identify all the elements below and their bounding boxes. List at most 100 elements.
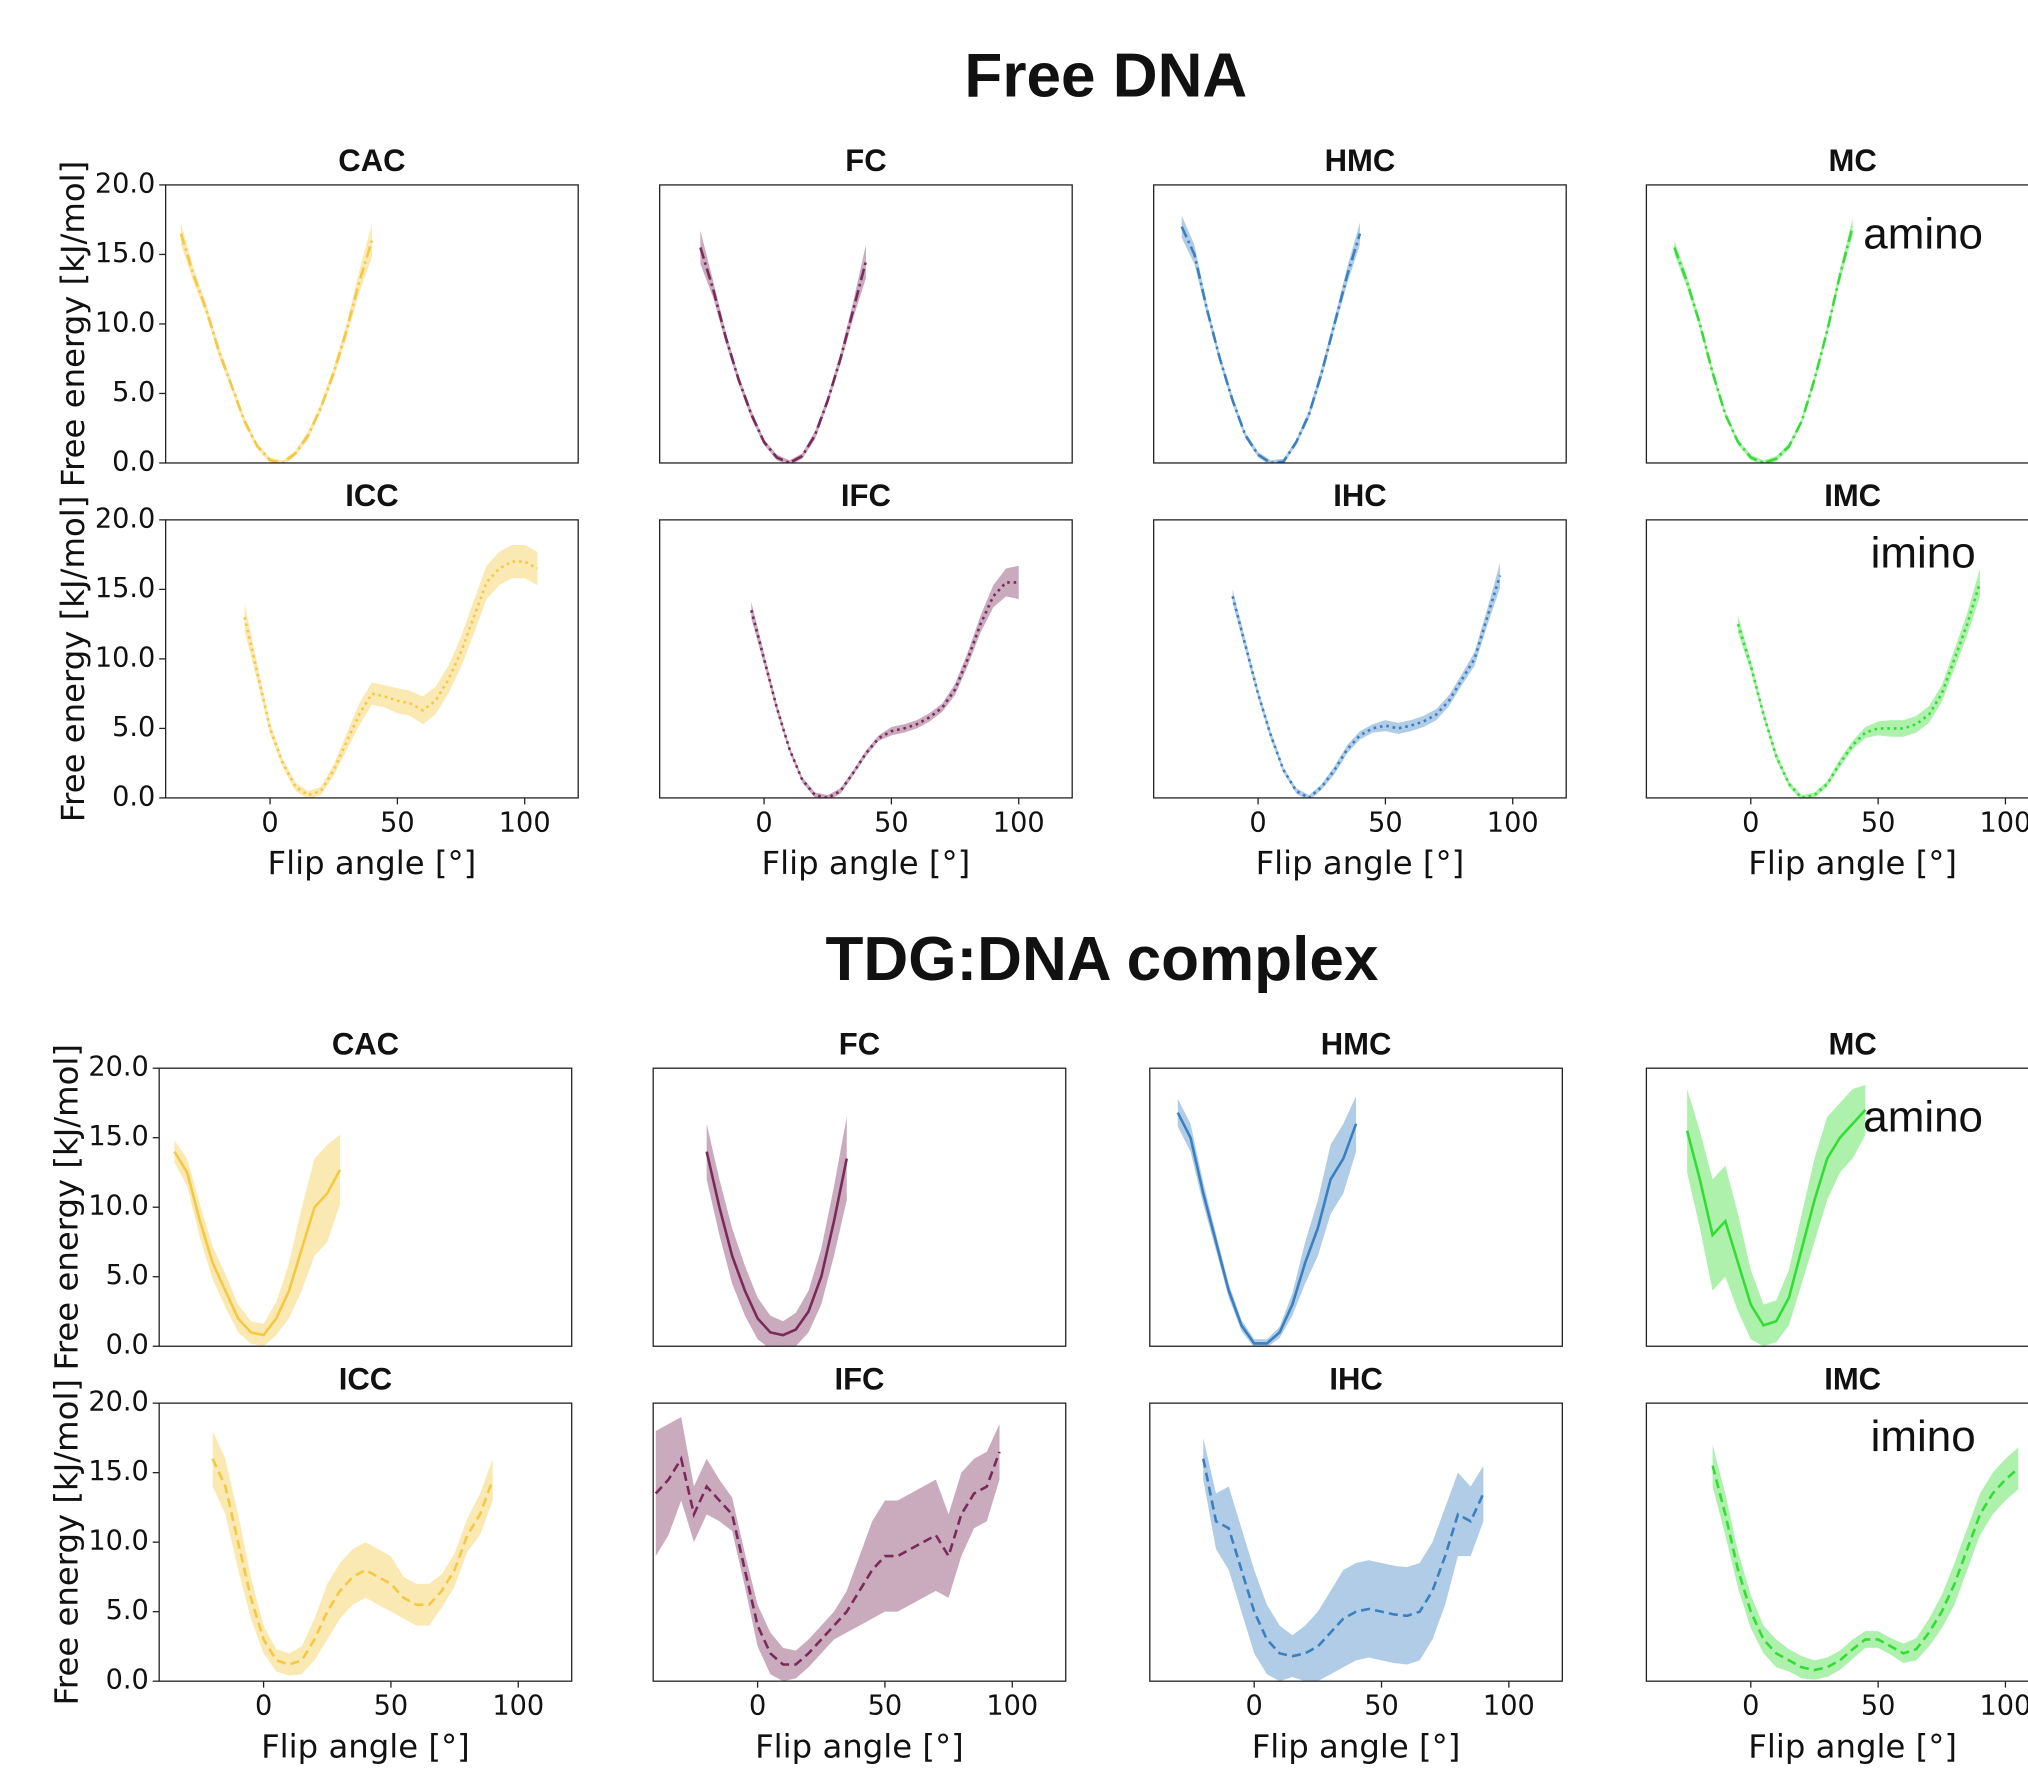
line	[654, 1451, 1001, 1666]
line	[750, 581, 1019, 798]
y-tick-label: 10.0	[88, 1526, 148, 1557]
chart-title: IHC	[1333, 478, 1386, 513]
x-axis-label: Flip angle [°]	[1252, 1727, 1461, 1765]
error-band	[655, 1417, 1000, 1682]
x-tick-label: 50	[1364, 1691, 1399, 1722]
x-tick-label: 50	[374, 1691, 409, 1722]
annotation: amino	[1863, 1093, 1983, 1142]
chart-title: MC	[1829, 1026, 1877, 1061]
y-tick-label: 5.0	[106, 1595, 149, 1626]
axes-frame	[1149, 1067, 1563, 1347]
line	[1201, 1458, 1485, 1658]
x-axis-label: Flip angle [°]	[762, 844, 971, 882]
error-band	[1687, 1084, 1866, 1347]
chart-title: MC	[1829, 143, 1877, 178]
line	[179, 233, 374, 463]
annotation: imino	[1871, 1412, 1976, 1461]
line	[243, 560, 539, 797]
x-axis-label: Flip angle [°]	[1256, 844, 1465, 882]
error-band	[1738, 568, 1980, 798]
axes-frame	[1645, 184, 2028, 464]
error-band	[706, 1116, 847, 1347]
y-tick-label: 10.0	[95, 307, 155, 338]
line	[1711, 1465, 2020, 1672]
chart-title: IMC	[1824, 478, 1881, 513]
x-tick-label: 0	[1742, 1691, 1759, 1722]
y-tick-label: 15.0	[95, 238, 155, 269]
y-tick-label: 5.0	[106, 1260, 149, 1291]
y-tick-label: 0.0	[106, 1330, 149, 1361]
chart-title: FC	[839, 1026, 880, 1061]
x-axis-label: Flip angle [°]	[1748, 844, 1957, 882]
x-tick-label: 50	[1861, 1691, 1896, 1722]
section-heading: TDG:DNA complex	[826, 925, 1379, 994]
error-band	[751, 565, 1019, 798]
x-tick-label: 100	[1980, 807, 2028, 838]
y-tick-label: 10.0	[88, 1191, 148, 1222]
y-tick-label: 15.0	[95, 573, 155, 604]
x-axis-label: Flip angle [°]	[268, 844, 477, 882]
x-tick-label: 100	[986, 1691, 1038, 1722]
line	[1685, 1109, 1867, 1327]
error-band	[1203, 1437, 1484, 1682]
x-tick-label: 50	[1368, 807, 1403, 838]
axes-frame	[1645, 1402, 2028, 1682]
x-tick-label: 0	[1246, 1691, 1263, 1722]
chart-title: IFC	[841, 478, 891, 513]
axes-frame	[1645, 519, 2028, 799]
y-tick-label: 0.0	[106, 1665, 149, 1696]
chart-title: ICC	[345, 478, 398, 513]
line	[699, 247, 868, 463]
chart-title: ICC	[339, 1361, 392, 1396]
chart-title: HMC	[1325, 143, 1396, 178]
y-tick-label: 20.0	[88, 1052, 148, 1083]
axes-frame	[652, 1402, 1067, 1682]
x-tick-label: 100	[1980, 1691, 2028, 1722]
y-tick-label: 10.0	[95, 642, 155, 673]
x-tick-label: 100	[499, 807, 551, 838]
axes-frame	[1153, 184, 1567, 464]
x-tick-label: 100	[492, 1691, 544, 1722]
error-band	[1181, 215, 1360, 463]
y-tick-label: 15.0	[88, 1456, 148, 1487]
axes-frame	[1149, 1402, 1563, 1682]
x-tick-label: 0	[1249, 807, 1266, 838]
x-tick-label: 0	[1742, 807, 1759, 838]
y-axis-label: Free energy [kJ/mol]	[54, 496, 92, 822]
section-heading: Free DNA	[964, 42, 1247, 111]
y-tick-label: 5.0	[112, 377, 155, 408]
y-tick-label: 5.0	[112, 712, 155, 743]
error-band	[700, 230, 866, 463]
x-tick-label: 50	[1861, 807, 1896, 838]
line	[705, 1151, 848, 1337]
chart-title: IHC	[1329, 1361, 1382, 1396]
y-tick-label: 20.0	[95, 503, 155, 534]
axes-frame	[158, 1067, 573, 1347]
y-axis-label: Free energy [kJ/mol]	[48, 1379, 86, 1705]
x-axis-label: Flip angle [°]	[755, 1727, 964, 1765]
error-band	[212, 1430, 493, 1676]
y-axis-label: Free energy [kJ/mol]	[54, 161, 92, 487]
line	[173, 1150, 342, 1337]
chart-title: IFC	[834, 1361, 884, 1396]
x-tick-label: 50	[868, 1691, 903, 1722]
axes-frame	[652, 1067, 1067, 1347]
chart-title: IMC	[1824, 1361, 1881, 1396]
annotation: imino	[1871, 529, 1976, 578]
chart-title: FC	[845, 143, 886, 178]
chart-title: CAC	[338, 143, 405, 178]
line	[1673, 226, 1854, 463]
axes-frame	[659, 519, 1073, 799]
error-band	[244, 544, 538, 798]
y-tick-label: 20.0	[95, 168, 155, 199]
line	[1736, 582, 1982, 798]
x-tick-label: 100	[1487, 807, 1539, 838]
line	[1231, 575, 1502, 798]
axes-frame	[1153, 519, 1567, 799]
y-tick-label: 0.0	[112, 781, 155, 812]
x-tick-label: 100	[993, 807, 1045, 838]
line	[1176, 1112, 1358, 1345]
chart-title: CAC	[332, 1026, 399, 1061]
x-axis-label: Flip angle [°]	[1748, 1727, 1957, 1765]
error-band	[1232, 562, 1500, 798]
